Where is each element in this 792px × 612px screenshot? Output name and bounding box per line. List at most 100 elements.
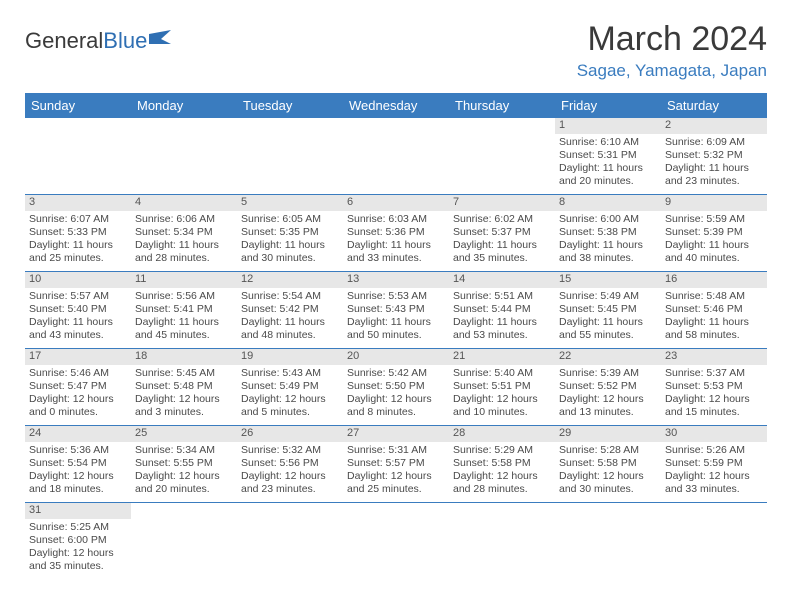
sunrise-text: Sunrise: 5:34 AM	[135, 444, 233, 457]
daylight-text: and 5 minutes.	[241, 406, 339, 419]
calendar-cell	[237, 503, 343, 580]
daylight-text: and 20 minutes.	[135, 483, 233, 496]
daylight-text: Daylight: 11 hours	[241, 316, 339, 329]
day-header: Tuesday	[237, 93, 343, 118]
daylight-text: Daylight: 12 hours	[665, 393, 763, 406]
daylight-text: Daylight: 12 hours	[559, 393, 657, 406]
daylight-text: Daylight: 12 hours	[135, 470, 233, 483]
daylight-text: and 30 minutes.	[241, 252, 339, 265]
day-number: 3	[25, 195, 131, 211]
daylight-text: Daylight: 12 hours	[241, 470, 339, 483]
flag-icon	[149, 28, 175, 54]
day-number: 13	[343, 272, 449, 288]
calendar-cell	[661, 503, 767, 580]
daylight-text: Daylight: 11 hours	[347, 316, 445, 329]
calendar-cell: 12Sunrise: 5:54 AMSunset: 5:42 PMDayligh…	[237, 272, 343, 349]
sunset-text: Sunset: 5:59 PM	[665, 457, 763, 470]
sunset-text: Sunset: 5:36 PM	[347, 226, 445, 239]
sunset-text: Sunset: 5:54 PM	[29, 457, 127, 470]
sunrise-text: Sunrise: 6:05 AM	[241, 213, 339, 226]
calendar-cell: 5Sunrise: 6:05 AMSunset: 5:35 PMDaylight…	[237, 195, 343, 272]
sunrise-text: Sunrise: 5:28 AM	[559, 444, 657, 457]
calendar-cell: 10Sunrise: 5:57 AMSunset: 5:40 PMDayligh…	[25, 272, 131, 349]
day-number: 26	[237, 426, 343, 442]
sunset-text: Sunset: 5:57 PM	[347, 457, 445, 470]
day-number: 11	[131, 272, 237, 288]
day-number: 24	[25, 426, 131, 442]
daylight-text: Daylight: 11 hours	[135, 316, 233, 329]
sunrise-text: Sunrise: 6:00 AM	[559, 213, 657, 226]
sunrise-text: Sunrise: 5:46 AM	[29, 367, 127, 380]
daylight-text: Daylight: 11 hours	[665, 239, 763, 252]
calendar-cell: 3Sunrise: 6:07 AMSunset: 5:33 PMDaylight…	[25, 195, 131, 272]
day-number: 16	[661, 272, 767, 288]
sunrise-text: Sunrise: 5:43 AM	[241, 367, 339, 380]
location-label: Sagae, Yamagata, Japan	[577, 61, 767, 81]
sunset-text: Sunset: 5:34 PM	[135, 226, 233, 239]
sunrise-text: Sunrise: 5:29 AM	[453, 444, 551, 457]
daylight-text: and 25 minutes.	[29, 252, 127, 265]
calendar-cell	[449, 118, 555, 195]
day-number: 14	[449, 272, 555, 288]
sunrise-text: Sunrise: 6:06 AM	[135, 213, 233, 226]
sunrise-text: Sunrise: 5:37 AM	[665, 367, 763, 380]
calendar-cell	[343, 503, 449, 580]
sunrise-text: Sunrise: 5:32 AM	[241, 444, 339, 457]
calendar-cell: 29Sunrise: 5:28 AMSunset: 5:58 PMDayligh…	[555, 426, 661, 503]
daylight-text: and 25 minutes.	[347, 483, 445, 496]
calendar-week: 10Sunrise: 5:57 AMSunset: 5:40 PMDayligh…	[25, 272, 767, 349]
calendar-cell: 21Sunrise: 5:40 AMSunset: 5:51 PMDayligh…	[449, 349, 555, 426]
day-number: 28	[449, 426, 555, 442]
calendar-cell: 23 Sunrise: 5:37 AMSunset: 5:53 PMDayligh…	[661, 349, 767, 426]
sunrise-text: Sunrise: 5:25 AM	[29, 521, 127, 534]
sunrise-text: Sunrise: 5:57 AM	[29, 290, 127, 303]
daylight-text: Daylight: 11 hours	[559, 239, 657, 252]
daylight-text: and 13 minutes.	[559, 406, 657, 419]
day-number: 19	[237, 349, 343, 365]
calendar-cell: 17Sunrise: 5:46 AMSunset: 5:47 PMDayligh…	[25, 349, 131, 426]
daylight-text: and 30 minutes.	[559, 483, 657, 496]
logo-text-1: General	[25, 28, 103, 54]
daylight-text: and 58 minutes.	[665, 329, 763, 342]
sunset-text: Sunset: 5:31 PM	[559, 149, 657, 162]
sunset-text: Sunset: 5:38 PM	[559, 226, 657, 239]
sunrise-text: Sunrise: 5:40 AM	[453, 367, 551, 380]
day-number: 7	[449, 195, 555, 211]
calendar-cell: 15Sunrise: 5:49 AMSunset: 5:45 PMDayligh…	[555, 272, 661, 349]
sunset-text: Sunset: 5:56 PM	[241, 457, 339, 470]
sunset-text: Sunset: 5:46 PM	[665, 303, 763, 316]
daylight-text: and 48 minutes.	[241, 329, 339, 342]
calendar-cell	[343, 118, 449, 195]
calendar-cell: 30Sunrise: 5:26 AMSunset: 5:59 PMDayligh…	[661, 426, 767, 503]
sunset-text: Sunset: 5:39 PM	[665, 226, 763, 239]
daylight-text: and 20 minutes.	[559, 175, 657, 188]
daylight-text: Daylight: 11 hours	[347, 239, 445, 252]
sunrise-text: Sunrise: 6:03 AM	[347, 213, 445, 226]
day-header: Monday	[131, 93, 237, 118]
calendar-cell	[555, 503, 661, 580]
day-number: 2	[661, 118, 767, 134]
calendar-cell: 13Sunrise: 5:53 AMSunset: 5:43 PMDayligh…	[343, 272, 449, 349]
calendar-cell: 4Sunrise: 6:06 AMSunset: 5:34 PMDaylight…	[131, 195, 237, 272]
daylight-text: Daylight: 12 hours	[453, 470, 551, 483]
calendar-cell: 20Sunrise: 5:42 AMSunset: 5:50 PMDayligh…	[343, 349, 449, 426]
sunset-text: Sunset: 5:37 PM	[453, 226, 551, 239]
daylight-text: and 18 minutes.	[29, 483, 127, 496]
daylight-text: Daylight: 11 hours	[559, 316, 657, 329]
calendar-week: 31Sunrise: 5:25 AMSunset: 6:00 PMDayligh…	[25, 503, 767, 580]
day-number: 23	[661, 349, 767, 365]
daylight-text: Daylight: 12 hours	[347, 393, 445, 406]
day-number: 1	[555, 118, 661, 134]
day-header: Saturday	[661, 93, 767, 118]
daylight-text: Daylight: 12 hours	[135, 393, 233, 406]
daylight-text: and 53 minutes.	[453, 329, 551, 342]
daylight-text: Daylight: 12 hours	[29, 393, 127, 406]
day-number: 21	[449, 349, 555, 365]
daylight-text: and 38 minutes.	[559, 252, 657, 265]
calendar-cell: 31Sunrise: 5:25 AMSunset: 6:00 PMDayligh…	[25, 503, 131, 580]
daylight-text: Daylight: 12 hours	[559, 470, 657, 483]
sunset-text: Sunset: 5:53 PM	[665, 380, 763, 393]
daylight-text: and 28 minutes.	[135, 252, 233, 265]
logo: GeneralBlue	[25, 28, 175, 54]
daylight-text: Daylight: 11 hours	[453, 239, 551, 252]
